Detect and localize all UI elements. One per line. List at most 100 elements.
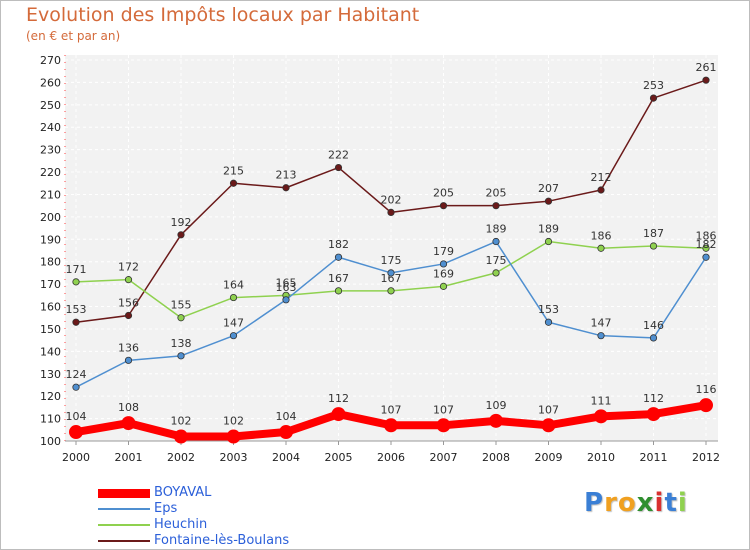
- data-label: 165: [276, 276, 297, 289]
- x-tick-label: 2008: [482, 451, 510, 464]
- proxiti-logo: Proxiti: [584, 488, 688, 518]
- data-point: [387, 208, 395, 216]
- data-label: 112: [328, 392, 349, 405]
- data-label: 186: [591, 229, 612, 242]
- y-tick-label: 160: [40, 301, 61, 314]
- data-label: 116: [696, 383, 717, 396]
- data-label: 207: [538, 182, 559, 195]
- y-tick-label: 210: [40, 188, 61, 201]
- legend-label: Eps: [154, 501, 178, 516]
- data-point: [544, 237, 553, 246]
- data-point: [699, 398, 713, 413]
- data-label: 104: [66, 410, 87, 423]
- data-label: 104: [276, 410, 297, 423]
- data-label: 261: [696, 61, 717, 74]
- data-label: 109: [486, 399, 507, 412]
- data-point: [544, 197, 553, 205]
- legend-swatch: [98, 508, 150, 510]
- data-label: 155: [171, 299, 192, 312]
- x-tick-label: 2011: [640, 451, 668, 464]
- y-tick-label: 110: [40, 413, 61, 426]
- data-point: [282, 184, 290, 192]
- data-label: 153: [66, 303, 87, 316]
- data-label: 175: [381, 254, 402, 267]
- data-point: [492, 237, 500, 246]
- data-label: 222: [328, 149, 349, 162]
- data-label: 192: [171, 216, 192, 229]
- data-point: [279, 425, 293, 440]
- legend-label: Heuchin: [154, 517, 208, 532]
- series-heuchin: 171 172 155 164 165 167 167 169 175 189 186 187 186: [66, 223, 717, 322]
- data-point: [649, 334, 658, 342]
- data-label: 172: [118, 261, 139, 274]
- data-label: 138: [171, 337, 192, 350]
- data-point: [177, 231, 185, 239]
- y-tick-label: 140: [40, 345, 61, 358]
- data-point: [334, 253, 343, 261]
- data-label: 164: [223, 279, 244, 292]
- data-label: 167: [328, 272, 349, 285]
- data-label: 111: [591, 394, 612, 407]
- x-tick-label: 2007: [430, 451, 458, 464]
- legend-label: Fontaine-lès-Boulans: [154, 533, 290, 548]
- x-tick-label: 2004: [272, 451, 300, 464]
- legend-swatch: [98, 489, 150, 498]
- data-label: 202: [381, 193, 402, 206]
- data-label: 189: [538, 223, 559, 236]
- data-label: 167: [381, 272, 402, 285]
- data-point: [331, 407, 346, 422]
- x-tick-label: 2001: [115, 451, 143, 464]
- data-label: 102: [171, 415, 192, 428]
- x-tick-label: 2010: [587, 451, 615, 464]
- y-tick-label: 240: [40, 121, 61, 134]
- legend-swatch: [98, 524, 150, 526]
- data-label: 212: [591, 171, 612, 184]
- x-tick-label: 2005: [325, 451, 353, 464]
- logo-letter: P: [584, 488, 605, 518]
- data-point: [177, 314, 185, 322]
- data-label: 171: [66, 263, 87, 276]
- data-point: [121, 416, 136, 431]
- legend-label: BOYAVAL: [154, 485, 212, 500]
- data-point: [229, 179, 238, 187]
- y-tick-label: 180: [40, 256, 61, 269]
- data-point: [544, 318, 553, 326]
- data-point: [72, 318, 80, 326]
- data-point: [384, 418, 398, 433]
- data-label: 182: [696, 238, 717, 251]
- data-point: [439, 282, 448, 290]
- y-tick-label: 100: [40, 435, 61, 448]
- data-label: 102: [223, 415, 244, 428]
- data-label: 175: [486, 254, 507, 267]
- data-label: 169: [433, 267, 454, 280]
- y-tick-label: 130: [40, 368, 61, 381]
- data-point: [226, 429, 241, 444]
- data-label: 147: [223, 317, 244, 330]
- data-point: [702, 76, 710, 84]
- data-label: 136: [118, 341, 139, 354]
- y-tick-label: 120: [40, 390, 61, 403]
- logo-letter: r: [604, 488, 618, 518]
- series-boyaval: 104 108 102 102 104 112 107 107 109 107 111 112 116: [66, 383, 717, 444]
- data-label: 253: [643, 79, 664, 92]
- data-label: 156: [118, 296, 139, 309]
- data-point: [702, 244, 710, 252]
- data-point: [124, 311, 133, 320]
- data-point: [436, 418, 451, 433]
- data-point: [702, 253, 710, 261]
- x-tick-label: 2012: [692, 451, 720, 464]
- data-point: [124, 356, 133, 364]
- legend-swatch: [98, 540, 150, 542]
- data-point: [334, 163, 343, 172]
- data-point: [541, 418, 556, 433]
- data-label: 107: [433, 403, 454, 416]
- data-point: [597, 244, 605, 252]
- data-point: [229, 332, 238, 340]
- y-tick-label: 270: [40, 54, 61, 67]
- series-fontaine-l-s-boulans: 153 156 192 215 213 222 202 205 205 207 212 253 261: [66, 61, 717, 326]
- data-point: [174, 429, 188, 444]
- data-point: [439, 260, 448, 268]
- x-tick-label: 2002: [167, 451, 195, 464]
- logo-letter: t: [664, 488, 678, 518]
